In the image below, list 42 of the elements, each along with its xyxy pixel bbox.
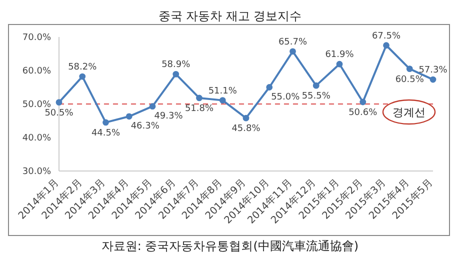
data-label: 65.7% [278,37,308,48]
point [266,84,273,90]
point [196,94,202,102]
point [79,73,86,80]
point [56,99,62,106]
point [383,42,390,49]
point [172,70,180,78]
data-label: 51.1% [208,86,238,96]
data-label: 51.8% [184,104,214,114]
data-label: 58.2% [68,62,98,73]
point [312,82,320,89]
text: 자료원: 중국자동차유통협회(中國汽車流通協會) [100,238,360,255]
y-tick-label: 30.0% [22,167,52,178]
data-label: 45.8% [232,124,261,134]
y-tick-label: 40.0% [22,134,52,144]
point [242,114,250,122]
y-tick-label: 60.0% [22,66,52,77]
data-label: 49.3% [154,111,184,122]
data-label: 60.5% [395,74,424,85]
data-label: 57.3% [418,66,448,76]
point [219,97,226,104]
point [149,103,156,110]
data-label: 44.5% [91,128,120,138]
data-label: 61.9% [325,50,354,60]
point [102,119,109,126]
point [126,113,132,120]
data-label: 46.3% [130,121,160,132]
data-label: 67.5% [372,31,401,42]
data-label: 50.5% [44,108,74,118]
point [430,76,436,83]
y-tick-label: 70.0% [22,33,52,44]
ref-line-label: 경계선 [392,106,426,119]
data-label: 55.5% [302,92,331,102]
point [336,60,343,68]
point [360,98,366,106]
data-label: 55.0% [271,92,300,102]
y-tick-label: 50.0% [22,100,52,110]
data-label: 50.6% [348,108,378,118]
point [406,66,413,72]
data-label: 58.9% [162,60,191,70]
chart-title: 중국 자동차 재고 경보지수 [157,8,303,24]
point [290,48,296,55]
